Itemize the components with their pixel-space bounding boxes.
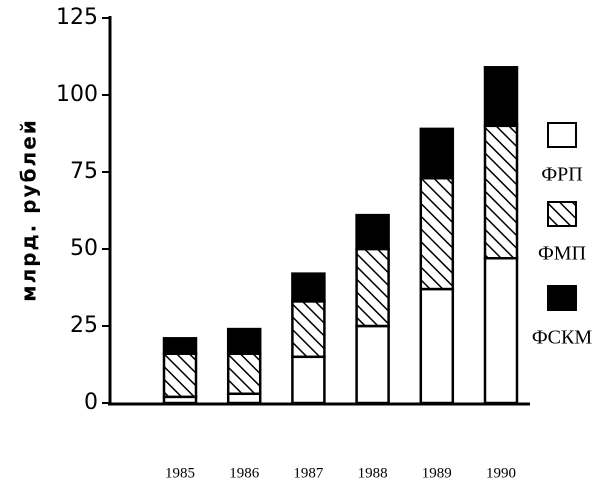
- bar-segment: [226, 327, 262, 355]
- bar-segment: [355, 247, 390, 328]
- bar-segment: [419, 127, 455, 180]
- bar-segment: [355, 324, 390, 405]
- bar-segment: [419, 287, 455, 405]
- y-tick-label: 75: [70, 159, 98, 184]
- bar-segment: [483, 256, 519, 405]
- bar-segment: [226, 352, 262, 396]
- legend-swatch: [547, 122, 577, 148]
- y-axis-label: млрд. рублей: [17, 118, 41, 302]
- legend-label: ФМП: [538, 243, 586, 265]
- x-tick-label: 1989: [422, 465, 452, 481]
- y-tick-label: 50: [70, 236, 98, 261]
- x-tick-label: 1987: [293, 465, 324, 481]
- bar-segment: [419, 176, 455, 291]
- y-tick-label: 125: [56, 5, 98, 30]
- bar-segment: [355, 213, 390, 251]
- y-tick-label: 25: [70, 313, 98, 338]
- x-tick-label: 1990: [486, 465, 516, 481]
- bar-segment: [162, 352, 198, 399]
- x-tick-label: 1986: [229, 465, 260, 481]
- y-tick-label: 100: [56, 82, 98, 107]
- legend-swatch: [547, 201, 577, 227]
- legend-label: ФСКМ: [532, 327, 592, 349]
- bar-segment: [226, 392, 262, 405]
- bar-segment: [162, 337, 198, 355]
- bar-segment: [291, 300, 326, 359]
- bar-segment: [483, 66, 519, 128]
- y-tick-label: 0: [84, 390, 98, 415]
- x-tick-label: 1988: [358, 465, 388, 481]
- legend-swatch: [547, 285, 577, 311]
- x-tick-label: 1985: [165, 465, 195, 481]
- legend-label: ФРП: [541, 164, 582, 186]
- bar-segment: [483, 124, 519, 260]
- bar-segment: [291, 272, 326, 303]
- bar-segment: [291, 355, 326, 405]
